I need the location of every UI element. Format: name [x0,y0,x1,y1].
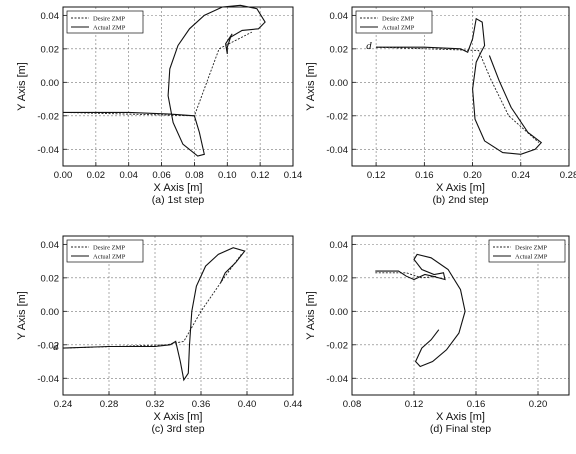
y-axis-label: Y Axis [m] [16,62,28,111]
x-tick-label: 0.12 [367,170,386,181]
distance-annotation: d [366,40,372,52]
panel-caption: (c) 3rd step [151,423,204,435]
y-axis-label: Y Axis [m] [16,291,28,340]
legend: Desire ZMP Actual ZMP [488,239,566,263]
y-tick-label: 0.02 [330,273,349,284]
x-tick-label: 0.20 [463,170,482,181]
y-tick-label: 0.02 [41,273,60,284]
y-tick-label: 0.04 [330,240,349,251]
y-tick-label: -0.04 [37,145,59,156]
x-tick-label: 0.20 [529,399,548,410]
y-tick-label: 0.02 [41,44,60,55]
panel-caption: (a) 1st step [152,194,205,206]
legend-entry: Actual ZMP [93,25,126,32]
y-tick-label: -0.02 [326,111,348,122]
x-axis-label: X Axis [m] [436,182,485,194]
y-tick-label: 0.00 [41,307,60,318]
y-tick-label: -0.02 [326,340,348,351]
x-tick-label: 0.14 [284,170,303,181]
y-tick-label: 0.00 [41,78,60,89]
legend: Desire ZMP Actual ZMP [66,10,144,34]
panel-caption: (b) 2nd step [432,194,488,206]
x-axis-label: X Axis [m] [436,411,485,423]
y-tick-label: 0.00 [330,307,349,318]
x-tick-label: 0.36 [192,399,211,410]
chart-panel-4: 0.08 0.12 0.16 0.20 -0.04 -0.02 0.00 0.02 0.04 De… [305,235,570,435]
desire-zmp-line [62,254,242,349]
y-axis-label: Y Axis [m] [305,291,317,340]
y-tick-label: 0.04 [330,11,349,22]
x-tick-label: 0.08 [185,170,204,181]
desire-zmp-line [375,272,438,279]
actual-zmp-line [63,4,266,157]
x-tick-label: 0.16 [467,399,486,410]
y-axis-label: Y Axis [m] [305,62,317,111]
legend: Desire ZMP Actual ZMP [355,10,433,34]
plot-frame [351,6,570,167]
x-tick-label: 0.32 [146,399,165,410]
distance-annotation: d [53,341,59,353]
y-tick-label: -0.04 [326,374,348,385]
x-tick-label: 0.16 [415,170,434,181]
x-tick-label: 0.00 [54,170,73,181]
chart-panel-1: 0.00 0.02 0.04 0.06 0.08 0.10 0.12 0.14 -0.04 -0.… [16,4,303,206]
legend-entry: Actual ZMP [515,254,548,261]
x-tick-label: 0.04 [119,170,138,181]
y-tick-label: 0.00 [330,78,349,89]
desire-zmp-line [62,31,253,117]
plot-frame [351,235,570,396]
x-tick-label: 0.24 [54,399,73,410]
actual-zmp-line [376,17,543,155]
plot-frame [62,6,294,167]
x-tick-label: 0.12 [405,399,424,410]
x-tick-label: 0.24 [512,170,531,181]
chart-panel-3: 0.24 0.28 0.32 0.36 0.40 0.44 -0.04 -0.02 0.00 0.… [16,235,303,435]
legend-entry: Desire ZMP [515,245,547,252]
y-tick-label: 0.02 [330,44,349,55]
legend-entry: Desire ZMP [93,16,125,23]
y-tick-label: -0.02 [37,111,59,122]
x-axis-label: X Axis [m] [154,182,203,194]
x-tick-label: 0.28 [100,399,119,410]
plot-frame [62,235,294,396]
x-tick-label: 0.40 [238,399,257,410]
legend: Desire ZMP Actual ZMP [66,239,144,263]
y-tick-label: -0.02 [37,340,59,351]
x-tick-label: 0.44 [284,399,303,410]
desire-zmp-line [376,46,540,143]
legend-entry: Actual ZMP [93,254,126,261]
y-tick-label: -0.04 [37,374,59,385]
x-tick-label: 0.06 [152,170,171,181]
actual-zmp-line [62,247,246,382]
panel-caption: (d) Final step [430,423,491,435]
x-tick-label: 0.10 [218,170,237,181]
y-tick-label: 0.04 [41,11,60,22]
legend-entry: Actual ZMP [382,25,415,32]
x-tick-label: 0.28 [560,170,576,181]
chart-panel-2: 0.12 0.16 0.20 0.24 0.28 -0.04 -0.02 0.00 0.02 0.… [305,6,576,206]
x-tick-label: 0.12 [251,170,270,181]
x-tick-label: 0.02 [87,170,106,181]
y-tick-label: -0.04 [326,145,348,156]
x-tick-label: 0.08 [343,399,362,410]
x-axis-label: X Axis [m] [154,411,203,423]
actual-zmp-line [375,253,466,368]
legend-entry: Desire ZMP [382,16,414,23]
y-tick-label: 0.04 [41,240,60,251]
legend-entry: Desire ZMP [93,245,125,252]
